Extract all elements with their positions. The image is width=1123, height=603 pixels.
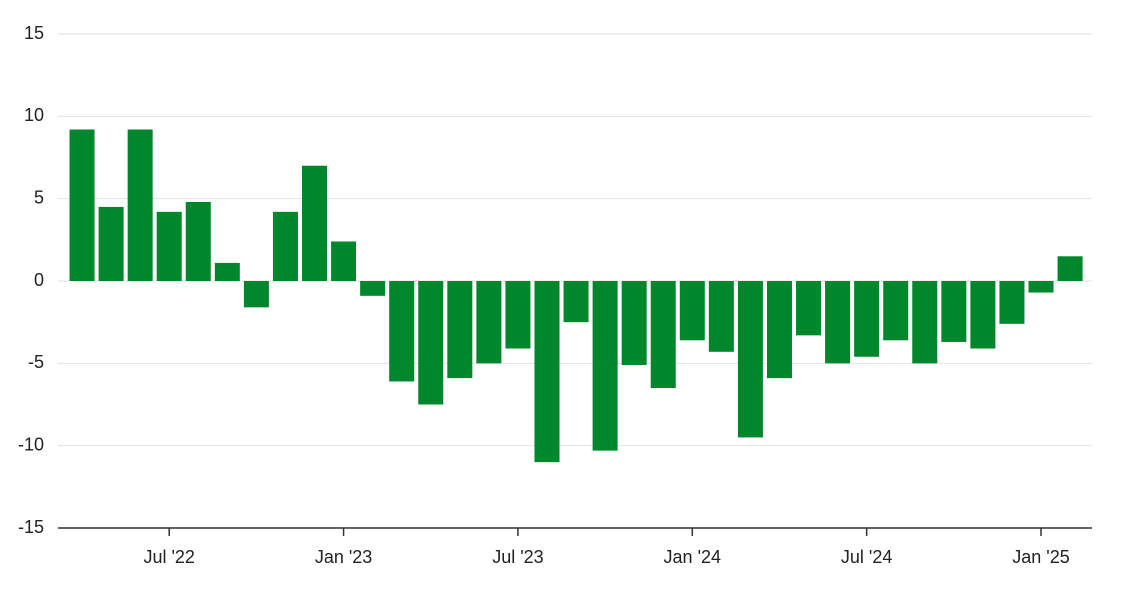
y-tick-label: 15 [24, 23, 44, 43]
bar [679, 281, 705, 341]
bar [302, 165, 328, 281]
y-tick-label: 5 [34, 187, 44, 207]
bar [214, 262, 240, 281]
bar [505, 281, 531, 349]
x-tick-label: Jul '24 [841, 547, 892, 567]
bar [737, 281, 763, 438]
bar [156, 211, 182, 281]
bar [418, 281, 444, 405]
bar [766, 281, 792, 379]
bar [127, 129, 153, 281]
bar [389, 281, 415, 382]
bar [534, 281, 560, 463]
bar [941, 281, 967, 342]
bar [912, 281, 938, 364]
bar [825, 281, 851, 364]
bar [796, 281, 822, 336]
bar [854, 281, 880, 357]
bar [708, 281, 734, 352]
y-tick-label: -5 [28, 352, 44, 372]
y-tick-label: -15 [18, 517, 44, 537]
bar [360, 281, 386, 296]
bar [69, 129, 95, 281]
bar [1057, 256, 1083, 281]
bar [592, 281, 618, 451]
bar [272, 211, 298, 281]
x-tick-label: Jul '22 [143, 547, 194, 567]
bar [563, 281, 589, 323]
bar [1028, 281, 1054, 293]
bar [650, 281, 676, 389]
y-tick-label: 10 [24, 105, 44, 125]
bar [447, 281, 473, 379]
bar [243, 281, 269, 308]
bar [185, 201, 211, 281]
bar [476, 281, 502, 364]
x-tick-label: Jan '24 [664, 547, 721, 567]
x-tick-label: Jan '23 [315, 547, 372, 567]
bar [98, 206, 124, 281]
bar [999, 281, 1025, 324]
bar [621, 281, 647, 365]
bar [331, 241, 357, 281]
x-tick-label: Jul '23 [492, 547, 543, 567]
x-tick-label: Jan '25 [1012, 547, 1069, 567]
bar [970, 281, 996, 349]
y-tick-label: 0 [34, 270, 44, 290]
y-tick-label: -10 [18, 434, 44, 454]
bar [883, 281, 909, 341]
